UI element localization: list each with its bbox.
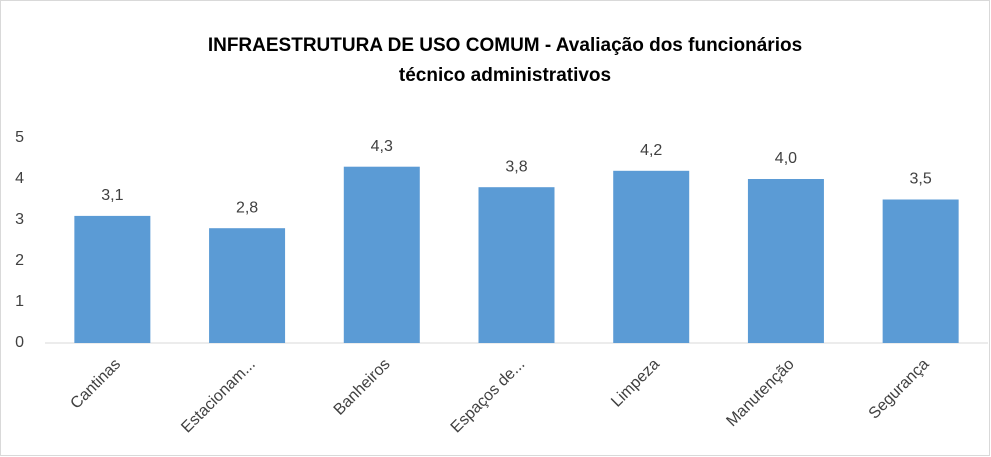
bar — [343, 166, 420, 343]
data-label: 2,8 — [236, 199, 258, 216]
data-label: 3,5 — [910, 171, 932, 188]
bar — [613, 170, 690, 343]
y-tick-label: 4 — [15, 170, 24, 187]
y-tick-label: 3 — [15, 211, 24, 228]
y-tick-label: 1 — [15, 293, 24, 310]
bar — [747, 179, 824, 343]
y-tick-label: 2 — [15, 252, 24, 269]
bar — [209, 228, 286, 343]
data-label: 3,8 — [505, 158, 527, 175]
y-tick-label: 0 — [15, 334, 24, 351]
data-label: 3,1 — [101, 187, 123, 204]
data-label: 4,0 — [775, 150, 797, 167]
bar — [882, 199, 959, 343]
bar — [478, 187, 555, 343]
bar — [74, 215, 151, 343]
data-label: 4,3 — [371, 138, 393, 155]
data-label: 4,2 — [640, 142, 662, 159]
chart-title: técnico administrativos — [399, 65, 611, 86]
y-tick-label: 5 — [15, 129, 24, 146]
chart-title: INFRAESTRUTURA DE USO COMUM - Avaliação … — [208, 35, 802, 56]
